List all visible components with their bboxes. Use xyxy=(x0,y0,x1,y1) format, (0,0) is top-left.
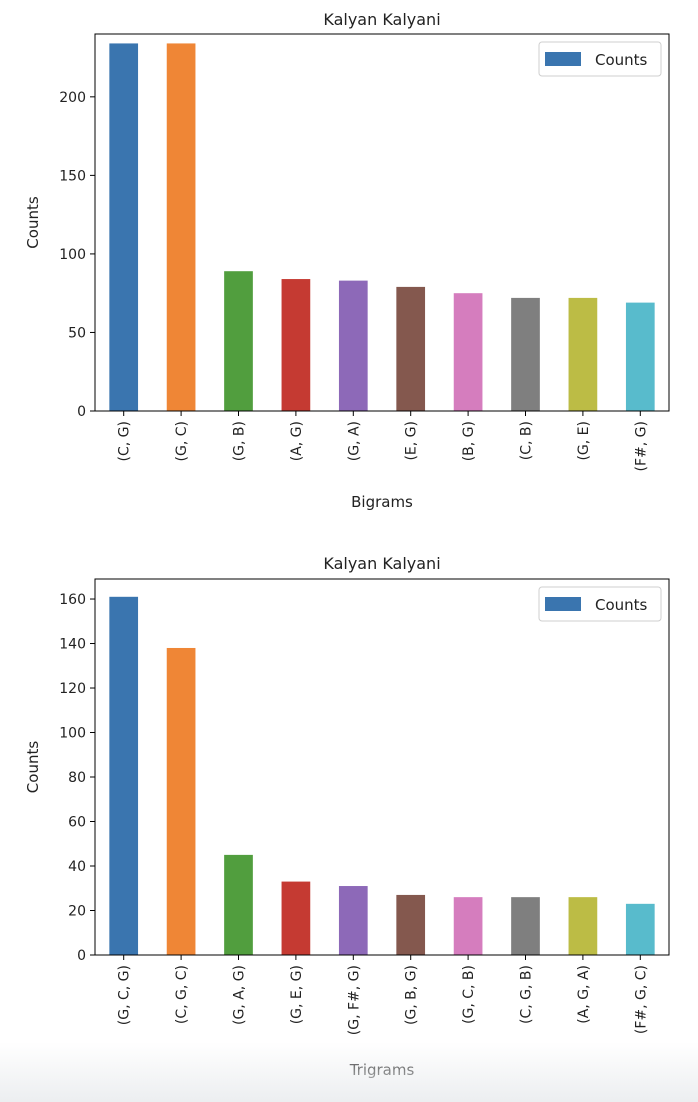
x-tick-label: (A, G) xyxy=(289,421,305,461)
y-tick-label: 160 xyxy=(59,592,86,608)
bar-2-3 xyxy=(224,854,253,955)
legend-box xyxy=(538,41,662,77)
y-axis-label: Counts xyxy=(24,741,42,794)
bar-1-4 xyxy=(281,279,311,411)
bar-1-7 xyxy=(453,293,483,411)
chart-title: Kalyan Kalyani xyxy=(323,554,440,573)
bar-1-9 xyxy=(568,297,598,411)
y-tick-label: 80 xyxy=(68,770,86,786)
y-tick-label: 0 xyxy=(77,404,86,420)
y-tick-label: 100 xyxy=(59,726,86,742)
x-tick-label: (G, E, G) xyxy=(289,965,305,1024)
y-tick-label: 150 xyxy=(59,168,86,184)
bar-1-2 xyxy=(166,43,196,412)
y-tick-label: 50 xyxy=(68,325,86,341)
legend-swatch xyxy=(545,52,581,66)
x-tick-label: (C, G, B) xyxy=(519,965,535,1024)
legend-label: Counts xyxy=(595,596,648,614)
y-tick-label: 20 xyxy=(68,904,86,920)
x-tick-label: (C, G) xyxy=(117,421,133,461)
x-tick-label: (G, C) xyxy=(174,421,190,461)
axes-frame xyxy=(94,578,670,956)
legend: Counts xyxy=(538,41,662,77)
bar-2-7 xyxy=(453,897,483,955)
x-tick-label: (G, E) xyxy=(576,421,592,461)
x-tick-label: (E, G) xyxy=(404,421,420,461)
bar-1-1 xyxy=(109,43,139,412)
x-tick-label: (G, C, B) xyxy=(461,965,477,1024)
bar-2-9 xyxy=(568,897,598,955)
legend-box xyxy=(538,586,662,622)
x-tick-label: (G, A) xyxy=(346,421,362,461)
axes-frame xyxy=(94,33,670,412)
x-tick-label: (F#, G) xyxy=(633,421,649,471)
chart-panel-2: 0 20 40 60 80 100 120 140 160 (G, C, G) (C, G, C) (… xyxy=(24,554,670,1079)
x-axis-label: Trigrams xyxy=(349,1061,415,1079)
legend-label: Counts xyxy=(595,51,648,69)
x-tick-label: (B, G) xyxy=(461,421,477,461)
bar-2-1 xyxy=(109,596,139,955)
bar-2-2 xyxy=(166,647,196,955)
y-tick-label: 140 xyxy=(59,637,86,653)
y-tick-label: 40 xyxy=(68,859,86,875)
bar-2-10 xyxy=(625,903,655,955)
x-tick-label: (G, B, G) xyxy=(404,965,420,1025)
x-tick-label: (F#, G, C) xyxy=(633,965,649,1034)
x-tick-label: (G, F#, G) xyxy=(346,965,362,1035)
y-tick-label: 60 xyxy=(68,815,86,831)
y-tick-label: 100 xyxy=(59,247,86,263)
bar-1-3 xyxy=(224,271,253,411)
x-tick-label: (G, B) xyxy=(232,421,248,461)
x-tick-label: (G, C, G) xyxy=(117,965,133,1025)
y-tick-label: 0 xyxy=(77,948,86,964)
x-tick-label: (C, G, C) xyxy=(174,965,190,1024)
y-axis-label: Counts xyxy=(24,196,42,249)
bar-2-4 xyxy=(281,881,311,955)
bar-1-5 xyxy=(338,280,368,411)
bar-1-10 xyxy=(625,302,655,411)
bar-1-6 xyxy=(396,286,426,411)
bar-1-8 xyxy=(511,297,540,411)
legend-swatch xyxy=(545,597,581,611)
x-tick-label: (A, G, A) xyxy=(576,965,592,1024)
chart-title: Kalyan Kalyani xyxy=(323,10,440,29)
x-axis-label: Bigrams xyxy=(351,493,413,511)
bar-2-8 xyxy=(511,897,540,955)
x-tick-label: (C, B) xyxy=(519,421,535,460)
y-tick-label: 120 xyxy=(59,681,86,697)
bar-2-6 xyxy=(396,894,426,955)
chart-panel-1: 0 50 100 150 200 (C, G) (G, C) (G, B) (A, G) (G, … xyxy=(24,10,670,511)
y-tick-label: 200 xyxy=(59,90,86,106)
x-tick-label: (G, A, G) xyxy=(232,965,248,1025)
bar-2-5 xyxy=(338,886,368,955)
legend: Counts xyxy=(538,586,662,622)
